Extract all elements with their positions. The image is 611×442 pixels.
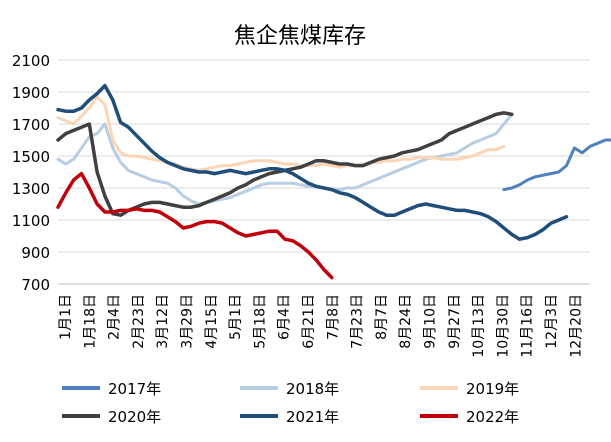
x-tick-label: 11月16日 <box>520 294 536 358</box>
x-tick-label: 1月18日 <box>82 294 98 349</box>
y-tick-label: 1500 <box>12 148 50 166</box>
x-tick-label: 3月12日 <box>155 294 171 349</box>
y-tick-label: 2100 <box>12 52 50 70</box>
x-tick-label: 5月18日 <box>252 294 268 349</box>
y-tick-label: 700 <box>21 276 50 294</box>
series-line-2021年 <box>56 83 569 241</box>
y-tick-label: 1700 <box>12 116 50 134</box>
x-tick-label: 6月21日 <box>301 294 317 349</box>
series-lines <box>56 83 611 280</box>
x-tick-label: 9月27日 <box>447 294 463 349</box>
legend-label: 2022年 <box>466 408 519 426</box>
x-tick-label: 6月4日 <box>277 294 293 340</box>
legend-label: 2021年 <box>286 408 339 426</box>
chart-title: 焦企焦煤库存 <box>234 24 366 49</box>
x-tick-label: 10月30日 <box>495 294 511 358</box>
x-tick-label: 2月23日 <box>131 294 147 349</box>
x-tick-label: 12月3日 <box>544 294 560 349</box>
x-tick-label: 7月8日 <box>325 294 341 340</box>
gridlines <box>58 59 590 285</box>
x-tick-label: 9月10日 <box>423 294 439 349</box>
y-tick-label: 1100 <box>12 212 50 230</box>
x-tick-label: 8月7日 <box>374 294 390 340</box>
x-tick-label: 7月23日 <box>350 294 366 349</box>
x-tick-label: 4月15日 <box>204 294 220 349</box>
series-line-2017年 <box>502 138 611 192</box>
legend-label: 2020年 <box>108 408 161 426</box>
x-tick-label: 1月1日 <box>58 294 74 340</box>
y-tick-label: 900 <box>21 244 50 262</box>
x-tick-label: 8月24日 <box>398 294 414 349</box>
y-tick-label: 1300 <box>12 180 50 198</box>
x-tick-label: 10月13日 <box>471 294 487 358</box>
x-tick-label: 5月1日 <box>228 294 244 340</box>
y-tick-label: 1900 <box>12 84 50 102</box>
legend-label: 2017年 <box>108 380 161 398</box>
y-axis: 700 900 1100 1300 1500 1700 1900 2100 <box>12 52 50 294</box>
x-axis: 1月1日 1月18日 2月4日 2月23日 3月12日 3月29日 4月15日 5月1日 5月1… <box>58 294 584 358</box>
legend-label: 2018年 <box>286 380 339 398</box>
series-line-2022年 <box>56 171 334 280</box>
series-line-2019年 <box>56 95 506 172</box>
x-tick-label: 3月29日 <box>180 294 196 349</box>
legend: 2017年 2018年 2019年 2020年 2021年 2022年 <box>62 380 519 426</box>
x-tick-label: 12月20日 <box>568 294 584 358</box>
legend-label: 2019年 <box>466 380 519 398</box>
x-tick-label: 2月4日 <box>107 294 123 340</box>
